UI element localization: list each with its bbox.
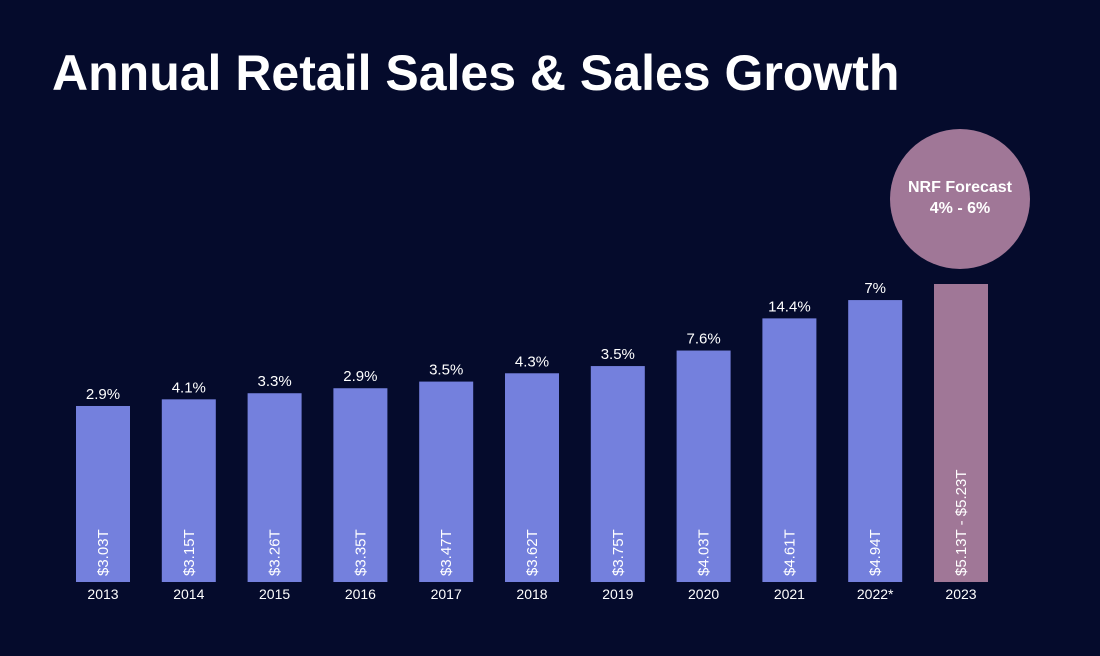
growth-label: 2.9% [86,386,120,403]
x-tick-label: 2018 [516,586,547,602]
value-label: $3.35T [352,529,369,576]
growth-label: 3.3% [257,373,291,390]
bar [161,399,216,582]
x-tick-label: 2013 [87,586,118,602]
x-tick-label: 2022* [857,586,894,602]
x-tick-label: 2019 [602,586,633,602]
growth-label: 7.6% [686,331,720,348]
forecast-label: NRF Forecast [907,179,1013,197]
x-tick-label: 2015 [259,586,290,602]
bar [419,381,474,582]
growth-label: 4.3% [515,353,549,370]
forecast-range: 4% - 6% [929,200,991,217]
growth-label: 14.4% [768,298,811,315]
forecast-bubble: NRF Forecast 4% - 6% [890,129,1030,269]
value-label: $3.26T [267,529,284,576]
x-tick-label: 2021 [774,586,805,602]
growth-label: 3.5% [429,362,463,379]
value-label: $3.47T [438,529,455,576]
bar [676,350,731,582]
bar [333,388,388,582]
x-tick-label: 2020 [688,586,719,602]
growth-label: 4.1% [172,379,206,396]
bar [934,283,988,582]
value-label: $3.03T [95,529,112,576]
x-tick-label: 2014 [173,586,204,602]
bar [762,318,817,582]
growth-label: 3.5% [601,346,635,363]
value-label: $4.03T [696,529,713,576]
x-tick-label: 2023 [945,586,976,602]
value-label: $5.13T - $5.23T [953,470,970,576]
bar [505,373,559,582]
bar [247,393,302,582]
value-label: $3.75T [610,529,627,576]
bar [590,366,645,582]
value-label: $4.94T [867,529,884,576]
value-label: $3.62T [524,529,541,576]
growth-label: 7% [864,280,886,297]
bar [848,300,903,582]
growth-label: 2.9% [343,368,377,385]
value-label: $3.15T [181,529,198,576]
x-tick-label: 2017 [431,586,462,602]
chart-title: Annual Retail Sales & Sales Growth [52,45,900,101]
x-tick-label: 2016 [345,586,376,602]
bar [76,405,130,582]
value-label: $4.61T [781,529,798,576]
